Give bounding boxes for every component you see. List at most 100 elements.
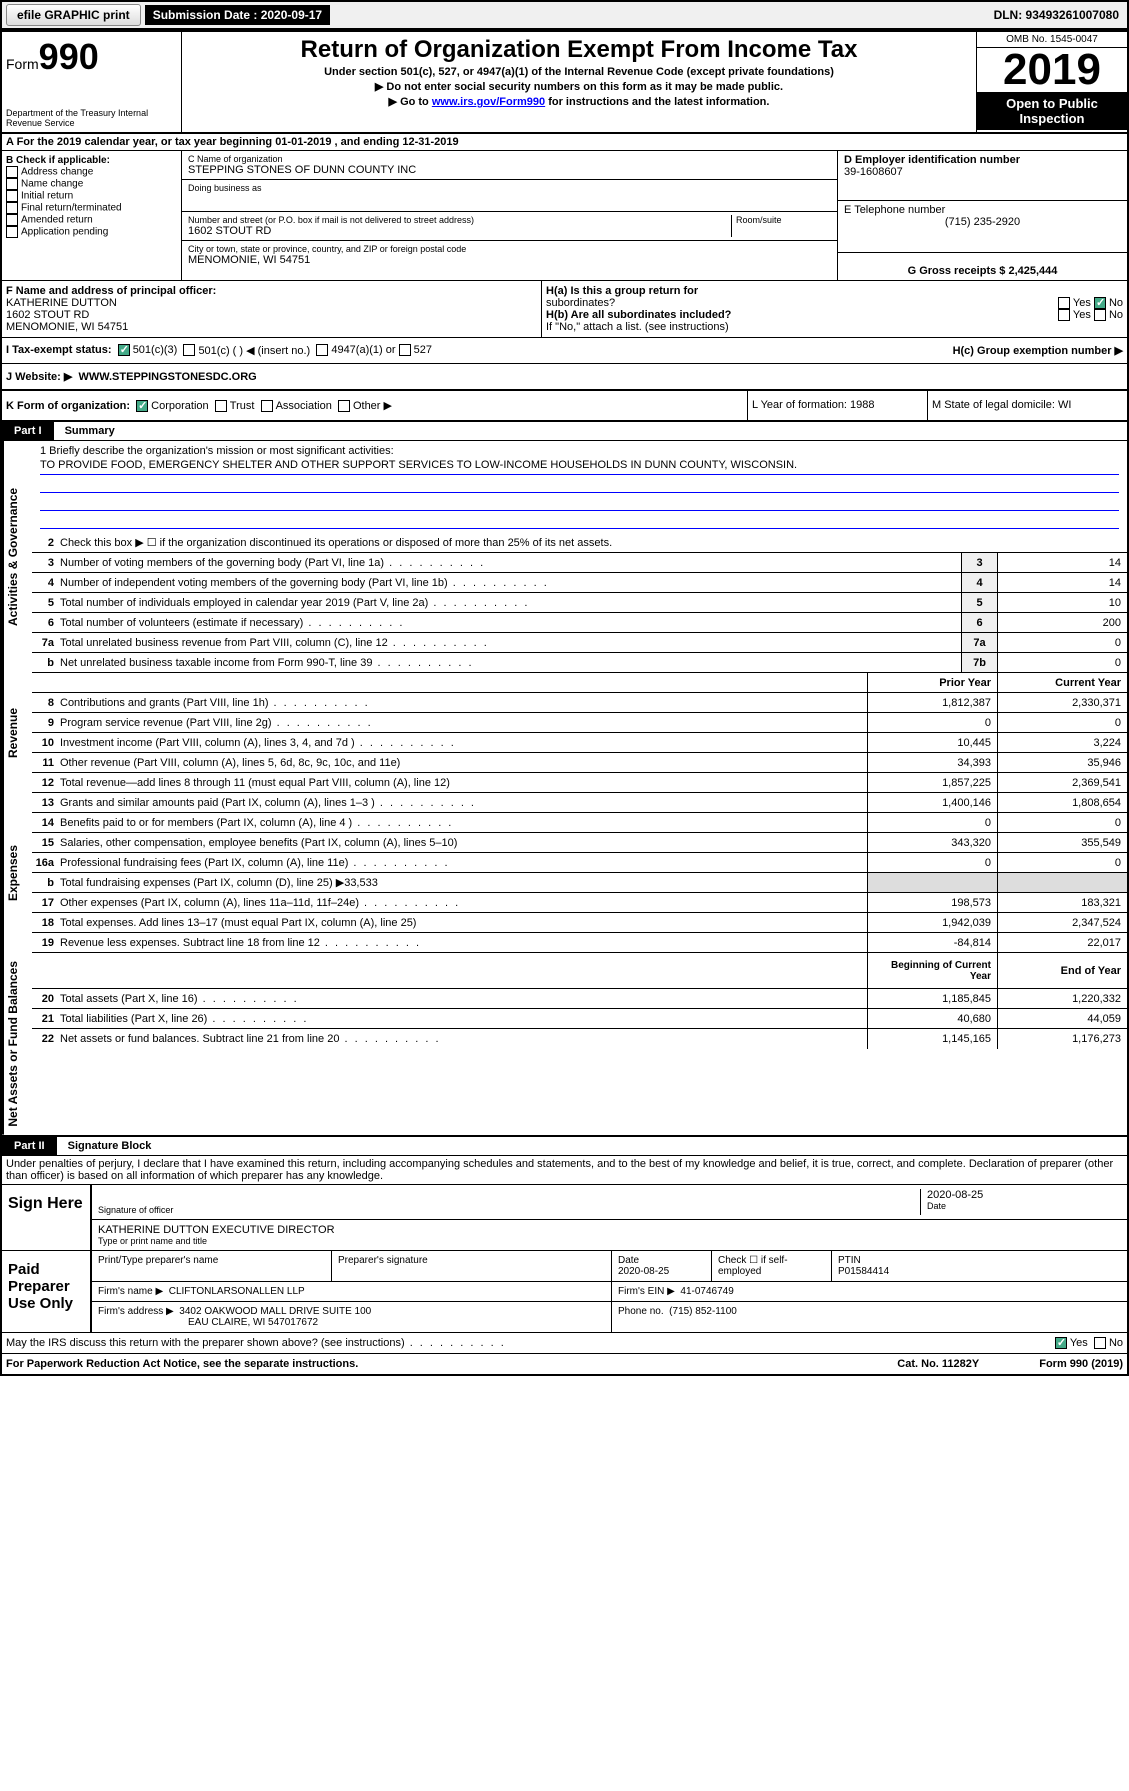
- sign-here-label: Sign Here: [2, 1185, 92, 1250]
- type-name-label: Type or print name and title: [98, 1236, 1121, 1246]
- line6-desc: Total number of volunteers (estimate if …: [60, 615, 961, 631]
- irs-link[interactable]: www.irs.gov/Form990: [432, 96, 545, 108]
- line16a-desc: Professional fundraising fees (Part IX, …: [60, 855, 867, 871]
- line6-val: 200: [997, 613, 1127, 632]
- other-checkbox[interactable]: [338, 400, 350, 412]
- line7a-val: 0: [997, 633, 1127, 652]
- dept-treasury: Department of the Treasury Internal Reve…: [6, 108, 177, 128]
- officer-name: KATHERINE DUTTON: [6, 297, 537, 309]
- prep-sig-label: Preparer's signature: [338, 1255, 605, 1266]
- date-label: Date: [927, 1201, 1121, 1211]
- top-bar: efile GRAPHIC print Submission Date : 20…: [0, 0, 1129, 30]
- line16a-curr: 0: [997, 853, 1127, 872]
- 4947-checkbox[interactable]: [316, 344, 328, 356]
- mission-text: TO PROVIDE FOOD, EMERGENCY SHELTER AND O…: [40, 457, 1119, 475]
- perjury-declaration: Under penalties of perjury, I declare th…: [2, 1156, 1127, 1185]
- line11-curr: 35,946: [997, 753, 1127, 772]
- firm-addr1: 3402 OAKWOOD MALL DRIVE SUITE 100: [179, 1306, 371, 1317]
- line19-curr: 22,017: [997, 933, 1127, 952]
- ein: 39-1608607: [844, 166, 1121, 178]
- corp-checkbox[interactable]: [136, 400, 148, 412]
- line12-curr: 2,369,541: [997, 773, 1127, 792]
- line7b-val: 0: [997, 653, 1127, 672]
- initial-return-checkbox[interactable]: [6, 190, 18, 202]
- form-title: Return of Organization Exempt From Incom…: [186, 36, 972, 64]
- final-return-checkbox[interactable]: [6, 202, 18, 214]
- part2-header: Part II: [2, 1137, 57, 1155]
- e-label: E Telephone number: [844, 204, 1121, 216]
- line4-val: 14: [997, 573, 1127, 592]
- line22-prior: 1,145,165: [867, 1029, 997, 1049]
- line15-desc: Salaries, other compensation, employee b…: [60, 835, 867, 851]
- assoc-checkbox[interactable]: [261, 400, 273, 412]
- submission-date: Submission Date : 2020-09-17: [145, 5, 330, 25]
- form-number: Form990: [6, 36, 177, 78]
- line5-val: 10: [997, 593, 1127, 612]
- addr-change-checkbox[interactable]: [6, 166, 18, 178]
- cat-no: Cat. No. 11282Y: [897, 1358, 979, 1370]
- firm-name: CLIFTONLARSONALLEN LLP: [169, 1286, 305, 1297]
- name-change-checkbox[interactable]: [6, 178, 18, 190]
- firm-ein-label: Firm's EIN ▶: [618, 1286, 675, 1297]
- line19-desc: Revenue less expenses. Subtract line 18 …: [60, 935, 867, 951]
- c-label: C Name of organization: [188, 154, 831, 164]
- self-emp-label: Check ☐ if self-employed: [718, 1255, 825, 1277]
- end-year-header: End of Year: [997, 953, 1127, 988]
- line17-curr: 183,321: [997, 893, 1127, 912]
- phone: (715) 235-2920: [844, 216, 1121, 228]
- line9-curr: 0: [997, 713, 1127, 732]
- line12-prior: 1,857,225: [867, 773, 997, 792]
- amended-checkbox[interactable]: [6, 214, 18, 226]
- hb-no-checkbox[interactable]: [1094, 309, 1106, 321]
- 501c-checkbox[interactable]: [183, 344, 195, 356]
- efile-print-button[interactable]: efile GRAPHIC print: [6, 4, 141, 26]
- side-revenue: Revenue: [2, 673, 32, 793]
- paperwork-notice: For Paperwork Reduction Act Notice, see …: [6, 1358, 358, 1370]
- firm-phone: (715) 852-1100: [669, 1306, 737, 1317]
- ha-no-checkbox[interactable]: [1094, 297, 1106, 309]
- discuss-question: May the IRS discuss this return with the…: [6, 1337, 506, 1349]
- line13-desc: Grants and similar amounts paid (Part IX…: [60, 795, 867, 811]
- hb-yes-checkbox[interactable]: [1058, 309, 1070, 321]
- website-row: J Website: ▶ WWW.STEPPINGSTONESDC.ORG: [2, 364, 1127, 391]
- line1-label: 1 Briefly describe the organization's mi…: [40, 445, 1119, 457]
- 501c3-checkbox[interactable]: [118, 344, 130, 356]
- hc-label: H(c) Group exemption number ▶: [953, 345, 1123, 357]
- line2: Check this box ▶ ☐ if the organization d…: [60, 534, 1127, 551]
- paid-preparer-label: Paid Preparer Use Only: [2, 1251, 92, 1332]
- line14-prior: 0: [867, 813, 997, 832]
- line5-desc: Total number of individuals employed in …: [60, 595, 961, 611]
- line18-desc: Total expenses. Add lines 13–17 (must eq…: [60, 915, 867, 931]
- prep-date: 2020-08-25: [618, 1266, 705, 1277]
- tax-year: 2019: [977, 48, 1127, 92]
- 527-checkbox[interactable]: [399, 344, 411, 356]
- line10-prior: 10,445: [867, 733, 997, 752]
- discuss-no-checkbox[interactable]: [1094, 1337, 1106, 1349]
- dln: DLN: 93493261007080: [986, 5, 1127, 25]
- line22-desc: Net assets or fund balances. Subtract li…: [60, 1031, 867, 1047]
- line16b-desc: Total fundraising expenses (Part IX, col…: [60, 874, 867, 891]
- side-governance: Activities & Governance: [2, 441, 32, 673]
- open-inspection: Open to Public Inspection: [977, 92, 1127, 130]
- firm-name-label: Firm's name ▶: [98, 1286, 163, 1297]
- ptin-label: PTIN: [838, 1255, 1121, 1266]
- ptin: P01584414: [838, 1266, 1121, 1277]
- k-row: K Form of organization: Corporation Trus…: [2, 391, 747, 420]
- addr-label: Number and street (or P.O. box if mail i…: [188, 215, 731, 225]
- prior-year-header: Prior Year: [867, 673, 997, 692]
- app-pending-checkbox[interactable]: [6, 226, 18, 238]
- line21-prior: 40,680: [867, 1009, 997, 1028]
- line7a-desc: Total unrelated business revenue from Pa…: [60, 635, 961, 651]
- city-label: City or town, state or province, country…: [188, 244, 831, 254]
- line9-desc: Program service revenue (Part VIII, line…: [60, 715, 867, 731]
- line8-curr: 2,330,371: [997, 693, 1127, 712]
- line17-desc: Other expenses (Part IX, column (A), lin…: [60, 895, 867, 911]
- line19-prior: -84,814: [867, 933, 997, 952]
- line15-prior: 343,320: [867, 833, 997, 852]
- trust-checkbox[interactable]: [215, 400, 227, 412]
- line11-desc: Other revenue (Part VIII, column (A), li…: [60, 755, 867, 771]
- ha-yes-checkbox[interactable]: [1058, 297, 1070, 309]
- discuss-yes-checkbox[interactable]: [1055, 1337, 1067, 1349]
- line12-desc: Total revenue—add lines 8 through 11 (mu…: [60, 775, 867, 791]
- begin-year-header: Beginning of Current Year: [867, 953, 997, 988]
